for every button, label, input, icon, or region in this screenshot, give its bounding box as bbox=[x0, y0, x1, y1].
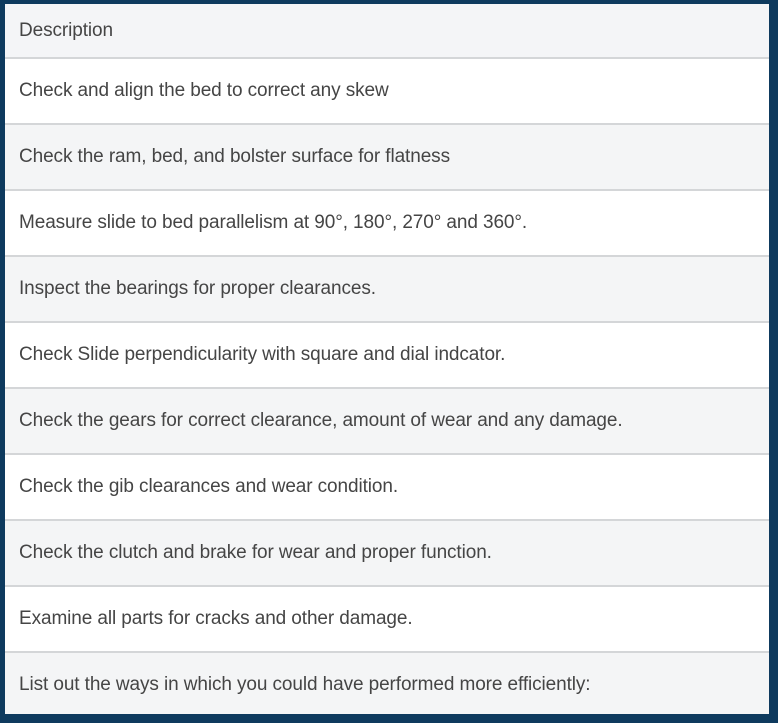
row-description-text: Check Slide perpendicularity with square… bbox=[19, 344, 506, 365]
table-row: Check the gears for correct clearance, a… bbox=[5, 387, 769, 453]
column-header-description: Description bbox=[19, 19, 113, 41]
table-header-row: Description bbox=[5, 4, 769, 57]
row-description-text: Inspect the bearings for proper clearanc… bbox=[19, 278, 376, 299]
row-description-text: Examine all parts for cracks and other d… bbox=[19, 608, 413, 629]
row-description-text: Check the clutch and brake for wear and … bbox=[19, 542, 492, 563]
table-row: Check the ram, bed, and bolster surface … bbox=[5, 123, 769, 189]
table-row: List out the ways in which you could hav… bbox=[5, 651, 769, 714]
table-row: Check Slide perpendicularity with square… bbox=[5, 321, 769, 387]
table-row: Measure slide to bed parallelism at 90°,… bbox=[5, 189, 769, 255]
row-description-text: List out the ways in which you could hav… bbox=[19, 674, 591, 695]
table-row: Check the clutch and brake for wear and … bbox=[5, 519, 769, 585]
row-description-text: Check and align the bed to correct any s… bbox=[19, 80, 389, 101]
table-row: Check and align the bed to correct any s… bbox=[5, 57, 769, 123]
table-row: Examine all parts for cracks and other d… bbox=[5, 585, 769, 651]
table-row: Check the gib clearances and wear condit… bbox=[5, 453, 769, 519]
row-description-text: Check the gears for correct clearance, a… bbox=[19, 410, 623, 431]
row-description-text: Measure slide to bed parallelism at 90°,… bbox=[19, 212, 528, 233]
row-description-text: Check the ram, bed, and bolster surface … bbox=[19, 146, 450, 167]
row-description-text: Check the gib clearances and wear condit… bbox=[19, 476, 398, 497]
table-row: Inspect the bearings for proper clearanc… bbox=[5, 255, 769, 321]
